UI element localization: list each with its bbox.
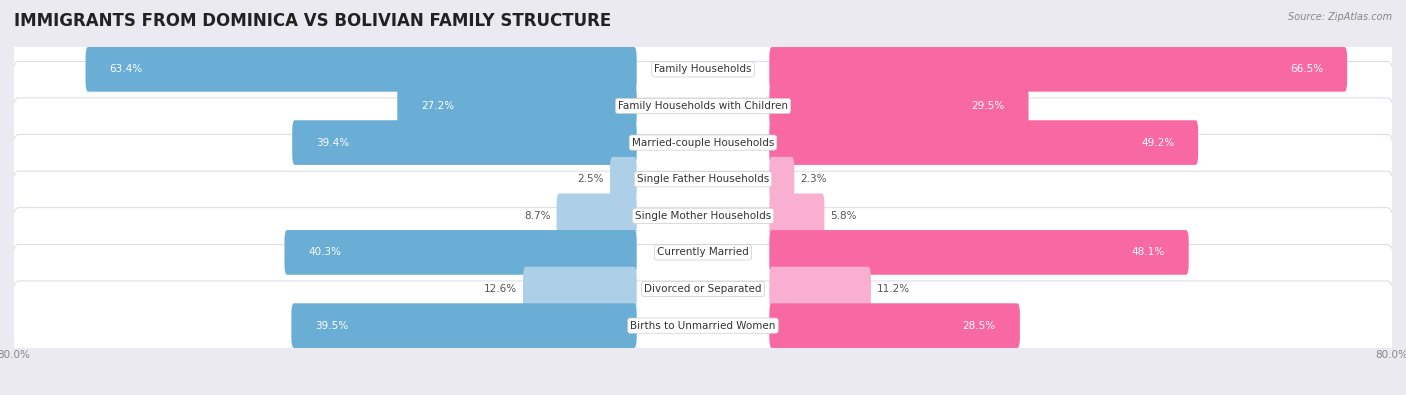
FancyBboxPatch shape bbox=[398, 84, 637, 128]
FancyBboxPatch shape bbox=[610, 157, 637, 201]
FancyBboxPatch shape bbox=[11, 61, 1395, 150]
Text: Births to Unmarried Women: Births to Unmarried Women bbox=[630, 321, 776, 331]
Text: Family Households with Children: Family Households with Children bbox=[619, 101, 787, 111]
Text: Single Father Households: Single Father Households bbox=[637, 174, 769, 184]
Text: 2.5%: 2.5% bbox=[578, 174, 605, 184]
Text: 63.4%: 63.4% bbox=[110, 64, 143, 74]
Text: Single Mother Households: Single Mother Households bbox=[636, 211, 770, 221]
FancyBboxPatch shape bbox=[291, 303, 637, 348]
Text: Currently Married: Currently Married bbox=[657, 247, 749, 258]
Text: Divorced or Separated: Divorced or Separated bbox=[644, 284, 762, 294]
Text: 8.7%: 8.7% bbox=[524, 211, 551, 221]
FancyBboxPatch shape bbox=[11, 245, 1395, 334]
FancyBboxPatch shape bbox=[11, 208, 1395, 297]
FancyBboxPatch shape bbox=[11, 281, 1395, 370]
Text: 39.4%: 39.4% bbox=[316, 137, 350, 148]
Text: 11.2%: 11.2% bbox=[877, 284, 910, 294]
FancyBboxPatch shape bbox=[769, 84, 1029, 128]
Text: 39.5%: 39.5% bbox=[315, 321, 349, 331]
FancyBboxPatch shape bbox=[769, 120, 1198, 165]
Text: 40.3%: 40.3% bbox=[308, 247, 342, 258]
FancyBboxPatch shape bbox=[11, 135, 1395, 224]
FancyBboxPatch shape bbox=[557, 194, 637, 238]
Text: 48.1%: 48.1% bbox=[1132, 247, 1164, 258]
Text: 29.5%: 29.5% bbox=[972, 101, 1004, 111]
FancyBboxPatch shape bbox=[292, 120, 637, 165]
FancyBboxPatch shape bbox=[769, 157, 794, 201]
Text: 5.8%: 5.8% bbox=[831, 211, 856, 221]
Text: 49.2%: 49.2% bbox=[1140, 137, 1174, 148]
FancyBboxPatch shape bbox=[769, 267, 870, 311]
Text: 12.6%: 12.6% bbox=[484, 284, 517, 294]
Text: 28.5%: 28.5% bbox=[963, 321, 995, 331]
Text: 2.3%: 2.3% bbox=[800, 174, 827, 184]
Text: IMMIGRANTS FROM DOMINICA VS BOLIVIAN FAMILY STRUCTURE: IMMIGRANTS FROM DOMINICA VS BOLIVIAN FAM… bbox=[14, 12, 612, 30]
Text: 66.5%: 66.5% bbox=[1289, 64, 1323, 74]
FancyBboxPatch shape bbox=[769, 303, 1019, 348]
Text: Married-couple Households: Married-couple Households bbox=[631, 137, 775, 148]
FancyBboxPatch shape bbox=[11, 25, 1395, 114]
FancyBboxPatch shape bbox=[11, 98, 1395, 187]
FancyBboxPatch shape bbox=[284, 230, 637, 275]
FancyBboxPatch shape bbox=[523, 267, 637, 311]
FancyBboxPatch shape bbox=[86, 47, 637, 92]
Text: Source: ZipAtlas.com: Source: ZipAtlas.com bbox=[1288, 12, 1392, 22]
FancyBboxPatch shape bbox=[11, 171, 1395, 260]
FancyBboxPatch shape bbox=[769, 47, 1347, 92]
Text: Family Households: Family Households bbox=[654, 64, 752, 74]
FancyBboxPatch shape bbox=[769, 230, 1188, 275]
Text: 27.2%: 27.2% bbox=[422, 101, 454, 111]
FancyBboxPatch shape bbox=[769, 194, 824, 238]
